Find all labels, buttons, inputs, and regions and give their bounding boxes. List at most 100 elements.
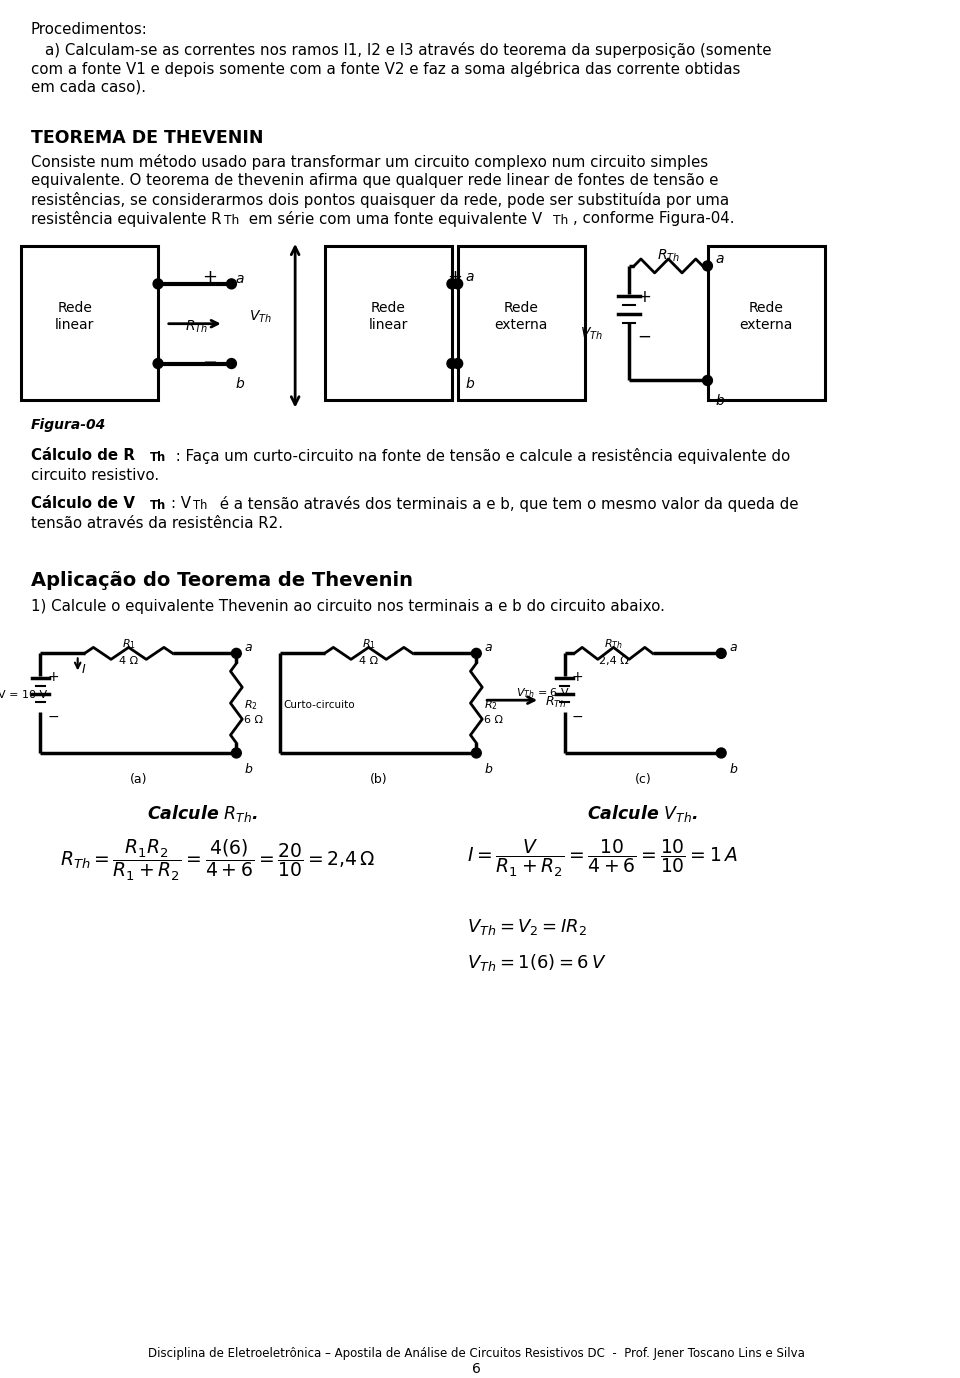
Text: Th: Th [193,499,207,513]
Circle shape [716,748,726,758]
Text: Rede: Rede [371,300,406,314]
Circle shape [471,748,481,758]
Text: Rede: Rede [504,300,539,314]
Text: linear: linear [369,318,408,332]
Text: Consiste num método usado para transformar um circuito complexo num circuito sim: Consiste num método usado para transform… [31,154,708,171]
Bar [21,247,158,401]
Text: linear: linear [55,318,94,332]
Circle shape [703,375,712,386]
Text: $R_{Th}$: $R_{Th}$ [657,248,680,265]
Circle shape [227,278,236,289]
Text: +: + [637,288,651,306]
Text: $R_1$: $R_1$ [122,638,135,652]
Text: Calcule $R_{Th}$.: Calcule $R_{Th}$. [147,803,257,824]
Text: b: b [244,763,252,776]
Text: resistências, se considerarmos dois pontos quaisquer da rede, pode ser substituí: resistências, se considerarmos dois pont… [31,192,729,208]
Text: (b): (b) [370,773,387,785]
Text: externa: externa [739,318,793,332]
Text: TEOREMA DE THEVENIN: TEOREMA DE THEVENIN [31,130,263,147]
Circle shape [453,358,463,368]
Text: tensão através da resistência R2.: tensão através da resistência R2. [31,515,282,531]
Text: $V_{Th}$ = 6 V: $V_{Th}$ = 6 V [516,686,569,700]
Text: b: b [466,378,474,391]
Text: Curto-circuito: Curto-circuito [283,700,355,710]
Circle shape [453,278,463,289]
Text: Aplicação do Teorema de Thevenin: Aplicação do Teorema de Thevenin [31,570,413,590]
Text: $R_{Th}$: $R_{Th}$ [604,638,623,652]
Text: 2,4 Ω: 2,4 Ω [599,656,629,667]
Text: 1) Calcule o equivalente Thevenin ao circuito nos terminais a e b do circuito ab: 1) Calcule o equivalente Thevenin ao cir… [31,598,664,613]
Text: : Faça um curto-circuito na fonte de tensão e calcule a resistência equivalente : : Faça um curto-circuito na fonte de ten… [171,448,790,464]
Text: Th: Th [150,451,166,464]
Text: Th: Th [150,499,166,513]
Text: a: a [244,641,252,655]
Text: $V_{Th}$: $V_{Th}$ [580,325,603,342]
Text: −: − [571,710,583,723]
Text: +: + [47,670,59,685]
Bar [708,247,825,401]
Text: é a tensão através dos terminais a e b, que tem o mesmo valor da queda de: é a tensão através dos terminais a e b, … [215,496,799,513]
Bar [324,247,452,401]
Text: circuito resistivo.: circuito resistivo. [31,469,158,484]
Text: 4 Ω: 4 Ω [359,656,378,667]
Text: Cálculo de R: Cálculo de R [31,448,134,463]
Text: b: b [729,763,737,776]
Text: $V_{Th} = V_2 = IR_2$: $V_{Th} = V_2 = IR_2$ [467,918,587,937]
Text: em cada caso).: em cada caso). [31,80,146,95]
Circle shape [716,649,726,659]
Text: −: − [47,710,59,723]
Text: em série com uma fonte equivalente V: em série com uma fonte equivalente V [244,211,542,227]
Text: V = 10 V: V = 10 V [0,690,47,700]
Text: $R_2$: $R_2$ [484,699,498,712]
Text: $R_1$: $R_1$ [362,638,375,652]
Text: a: a [235,271,244,285]
Circle shape [471,649,481,659]
Circle shape [703,260,712,271]
Text: b: b [235,378,244,391]
Text: a) Calculam-se as correntes nos ramos I1, I2 e I3 através do teorema da superpos: a) Calculam-se as correntes nos ramos I1… [45,41,772,58]
Circle shape [447,358,457,368]
Circle shape [231,748,241,758]
Text: Procedimentos:: Procedimentos: [31,22,148,37]
Text: +: + [203,267,217,285]
Text: a: a [715,252,724,266]
Text: equivalente. O teorema de thevenin afirma que qualquer rede linear de fontes de : equivalente. O teorema de thevenin afirm… [31,174,718,189]
Text: Disciplina de Eletroeletrônica – Apostila de Análise de Circuitos Resistivos DC : Disciplina de Eletroeletrônica – Apostil… [148,1346,804,1360]
Text: −: − [447,354,463,372]
Text: 6: 6 [472,1361,481,1375]
Circle shape [154,358,163,368]
Circle shape [154,278,163,289]
Text: b: b [715,394,724,408]
Text: Th: Th [553,214,568,227]
Text: 6 Ω: 6 Ω [484,715,503,725]
Circle shape [231,649,241,659]
Text: $V_{Th} = 1(6) = 6\,V$: $V_{Th} = 1(6) = 6\,V$ [467,952,606,973]
Text: Rede: Rede [58,300,92,314]
Text: com a fonte V1 e depois somente com a fonte V2 e faz a soma algébrica das corren: com a fonte V1 e depois somente com a fo… [31,61,740,77]
Text: $R_{Th}$: $R_{Th}$ [545,695,565,710]
Text: Calcule $V_{Th}$.: Calcule $V_{Th}$. [588,803,698,824]
Circle shape [227,358,236,368]
Bar [458,247,585,401]
Text: 4 Ω: 4 Ω [119,656,138,667]
Text: b: b [484,763,492,776]
Text: $R_2$: $R_2$ [244,699,258,712]
Text: Cálculo de V: Cálculo de V [31,496,134,511]
Text: Figura-04: Figura-04 [31,419,106,433]
Text: +: + [571,670,583,685]
Circle shape [447,278,457,289]
Text: $I = \dfrac{V}{R_1 + R_2} = \dfrac{10}{4 + 6} = \dfrac{10}{10} = 1\,A$: $I = \dfrac{V}{R_1 + R_2} = \dfrac{10}{4… [467,838,737,879]
Text: −: − [637,328,651,346]
Text: $R_{Th} = \dfrac{R_1 R_2}{R_1 + R_2} = \dfrac{4(6)}{4 + 6} = \dfrac{20}{10} = 2{: $R_{Th} = \dfrac{R_1 R_2}{R_1 + R_2} = \… [60,838,375,883]
Text: Th: Th [224,214,239,227]
Text: −: − [203,354,218,372]
Text: a: a [466,270,474,284]
Text: resistência equivalente R: resistência equivalente R [31,211,221,227]
Text: I: I [82,663,85,677]
Text: : V: : V [171,496,191,511]
Text: a: a [484,641,492,655]
Text: Rede: Rede [749,300,783,314]
Text: $R_{Th}$: $R_{Th}$ [185,318,208,335]
Text: +: + [447,267,463,285]
Text: (c): (c) [635,773,651,785]
